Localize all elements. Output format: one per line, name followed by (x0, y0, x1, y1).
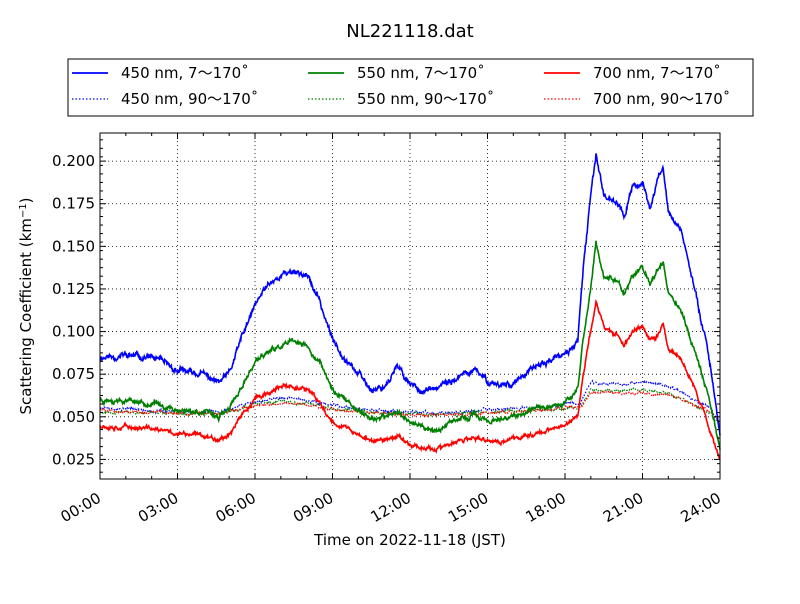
legend-label: 550 nm, 90～170˚ (357, 90, 494, 108)
y-axis-label-close: ) (17, 197, 35, 203)
x-tick-label: 18:00 (523, 489, 569, 526)
series-line (99, 240, 721, 450)
y-tick-label: 0.150 (52, 237, 95, 255)
legend-box (67, 58, 754, 117)
legend-label: 450 nm, 90～170˚ (121, 90, 258, 108)
legend-label: 550 nm, 7～170˚ (357, 64, 485, 82)
series-line (99, 299, 721, 461)
x-tick-label: 09:00 (290, 489, 336, 526)
y-axis-label-main: Scattering Coefficient (km (17, 218, 35, 414)
y-axis-label-exponent: −1 (18, 203, 29, 218)
chart-title: NL221118.dat (346, 21, 473, 42)
grid (100, 133, 720, 479)
axes: 00:00 03:00 06:00 09:00 12:00 15:00 18:00 21:00… (52, 132, 724, 526)
legend (67, 58, 754, 117)
x-tick-label: 00:00 (58, 489, 104, 526)
legend-label: 700 nm, 7～170˚ (593, 64, 721, 82)
y-tick-label: 0.200 (52, 152, 95, 170)
series-line (99, 153, 721, 436)
y-tick-label: 0.100 (52, 323, 95, 341)
legend-label: 700 nm, 90～170˚ (593, 90, 730, 108)
y-tick-label: 0.025 (52, 450, 95, 468)
y-tick-label: 0.075 (52, 365, 95, 383)
y-axis-label: Scattering Coefficient (km−1) (17, 197, 35, 414)
legend-entries: 450 nm, 7～170˚ 550 nm, 7～170˚ 700 nm, 7～17… (72, 64, 730, 108)
legend-label: 450 nm, 7～170˚ (121, 64, 249, 82)
x-axis-label: Time on 2022-11-18 (JST) (313, 531, 506, 549)
x-tick-label: 06:00 (213, 489, 259, 526)
y-tick-label: 0.175 (52, 195, 95, 213)
series-line (99, 386, 721, 428)
x-tick-label: 03:00 (135, 489, 181, 526)
x-tick-label: 21:00 (600, 489, 646, 526)
series-line (99, 389, 721, 425)
y-tick-label: 0.125 (52, 280, 95, 298)
series-layer (99, 153, 721, 461)
x-tick-label: 24:00 (678, 489, 724, 526)
x-tick-label: 15:00 (445, 489, 491, 526)
y-tick-label: 0.050 (52, 408, 95, 426)
x-tick-label: 12:00 (368, 489, 414, 526)
